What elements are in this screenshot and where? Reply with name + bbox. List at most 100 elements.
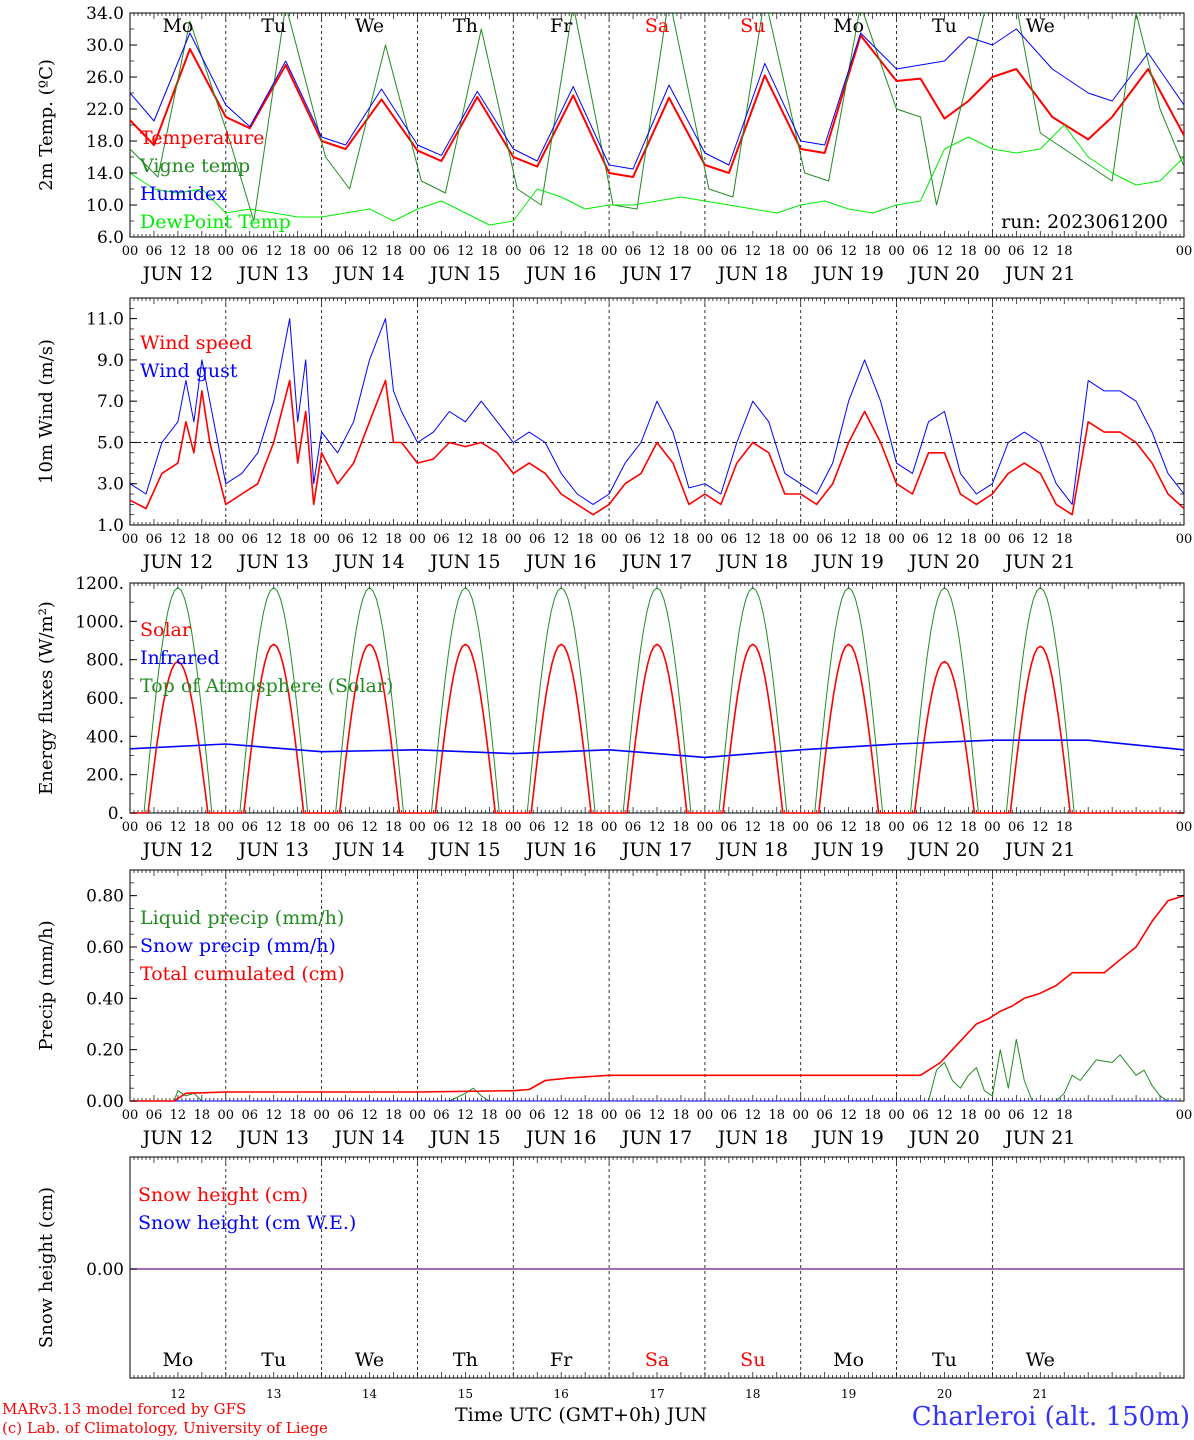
x-hour-label: 18 <box>577 244 594 259</box>
x-hour-label: 06 <box>433 244 450 259</box>
series-infrared <box>129 739 1185 759</box>
x-date-label: JUN 19 <box>811 839 883 861</box>
y-tick-label: 0.20 <box>86 1041 124 1061</box>
legend-humidex: Humidex <box>140 183 227 205</box>
x-hour-label: 06 <box>146 244 163 259</box>
x-hour-label: 18 <box>289 820 306 835</box>
x-hour-label: 12 <box>745 820 762 835</box>
x-hour-label: 00 <box>218 532 235 547</box>
x-hour-label: 00 <box>697 532 714 547</box>
legend-solar: Solar <box>140 619 192 641</box>
day-number: 19 <box>841 1387 856 1401</box>
x-hour-label: 06 <box>721 244 738 259</box>
x-hour-label: 12 <box>745 532 762 547</box>
x-date-label: JUN 17 <box>620 263 692 285</box>
x-hour-label: 12 <box>457 244 474 259</box>
series-solar <box>130 643 1184 814</box>
x-hour-label: 06 <box>625 532 642 547</box>
x-hour-label: 06 <box>337 244 354 259</box>
x-hour-label: 18 <box>960 244 977 259</box>
x-hour-label: 06 <box>625 1108 642 1123</box>
x-hour-label: 06 <box>816 532 833 547</box>
x-hour-label: 12 <box>936 532 953 547</box>
series-total-cumulated <box>130 894 1185 1102</box>
day-number: 20 <box>937 1387 952 1401</box>
x-hour-label: 00 <box>122 1108 139 1123</box>
x-hour-label: 06 <box>337 532 354 547</box>
x-hour-label: 00 <box>697 244 714 259</box>
x-hour-label: 18 <box>481 820 498 835</box>
day-number: 16 <box>554 1387 569 1401</box>
x-hour-label: 00 <box>984 532 1001 547</box>
legend-wind-speed: Wind speed <box>140 332 252 354</box>
x-hour-label: 06 <box>625 820 642 835</box>
x-hour-label: 06 <box>529 532 546 547</box>
x-date-label: JUN 18 <box>716 839 788 861</box>
x-hour-label: 00 <box>697 820 714 835</box>
day-number: 18 <box>745 1387 760 1401</box>
x-hour-label: 18 <box>768 244 785 259</box>
series-dewpoint-temp <box>130 124 1184 226</box>
x-hour-label: 00 <box>122 820 139 835</box>
x-hour-label: 12 <box>457 532 474 547</box>
legend-temperature: Temperature <box>140 127 264 149</box>
x-hour-label: 18 <box>385 1108 402 1123</box>
x-hour-label: 00 <box>601 244 618 259</box>
x-hour-label: 12 <box>170 244 187 259</box>
x-hour-label: 00 <box>697 1108 714 1123</box>
x-hour-label: 06 <box>721 820 738 835</box>
x-date-label: JUN 16 <box>524 1127 596 1149</box>
x-hour-label: 18 <box>577 532 594 547</box>
x-hour-label: 12 <box>649 244 666 259</box>
x-hour-label: 06 <box>146 532 163 547</box>
x-hour-label: 12 <box>553 1108 570 1123</box>
day-abbr: Su <box>740 15 765 37</box>
x-date-label: JUN 21 <box>1003 551 1075 573</box>
x-hour-label: 00 <box>888 244 905 259</box>
x-hour-label: 06 <box>1008 1108 1025 1123</box>
legend-top-of-atmosphere-solar-: Top of Atmosphere (Solar) <box>140 675 393 697</box>
y-tick-label: 34.0 <box>86 4 124 24</box>
x-hour-label: 00 <box>601 532 618 547</box>
x-hour-label: 18 <box>864 244 881 259</box>
plot-area <box>130 13 1184 226</box>
x-hour-label: 00 <box>505 244 522 259</box>
legend-liquid-precip-mm-h-: Liquid precip (mm/h) <box>140 907 344 929</box>
x-date-label: JUN 12 <box>141 551 213 573</box>
x-hour-label: 18 <box>768 820 785 835</box>
x-hour-label: 12 <box>649 820 666 835</box>
y-tick-label: 18.0 <box>86 132 124 152</box>
y-tick-label: 7.0 <box>97 392 124 412</box>
x-hour-label: 00 <box>1176 532 1193 547</box>
day-abbr: We <box>355 1349 384 1371</box>
y-axis-title: Snow height (cm) <box>36 1187 57 1348</box>
x-date-label: JUN 16 <box>524 839 596 861</box>
x-hour-label: 00 <box>792 532 809 547</box>
x-hour-label: 12 <box>840 820 857 835</box>
x-hour-label: 00 <box>313 1108 330 1123</box>
x-date-label: JUN 19 <box>811 551 883 573</box>
y-tick-label: 30.0 <box>86 36 124 56</box>
x-hour-label: 06 <box>146 820 163 835</box>
y-axis-title: 2m Temp. (ºC) <box>36 59 57 191</box>
legend-snow-height-cm: Snow height (cm) <box>138 1184 308 1206</box>
x-hour-label: 12 <box>170 820 187 835</box>
day-abbr: We <box>1026 1349 1055 1371</box>
x-date-label: JUN 18 <box>716 263 788 285</box>
x-hour-label: 18 <box>673 820 690 835</box>
x-hour-label: 06 <box>529 820 546 835</box>
x-hour-label: 00 <box>505 1108 522 1123</box>
x-hour-label: 18 <box>289 1108 306 1123</box>
x-hour-label: 18 <box>673 1108 690 1123</box>
x-hour-label: 00 <box>218 1108 235 1123</box>
x-hour-label: 18 <box>194 244 211 259</box>
x-hour-label: 18 <box>289 244 306 259</box>
x-hour-label: 00 <box>888 532 905 547</box>
x-hour-label: 12 <box>265 820 282 835</box>
day-number: 13 <box>266 1387 281 1401</box>
y-tick-label: 600. <box>86 689 124 709</box>
day-abbr: Th <box>453 15 478 37</box>
y-tick-label: 0.80 <box>86 887 124 907</box>
x-hour-label: 00 <box>888 1108 905 1123</box>
x-hour-label: 00 <box>409 244 426 259</box>
